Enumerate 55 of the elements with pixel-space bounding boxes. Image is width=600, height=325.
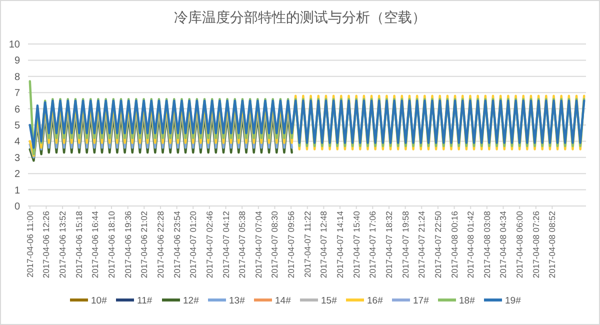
y-tick-label: 4: [14, 136, 20, 148]
x-tick-label: 2017-04-07 19:58: [400, 210, 410, 278]
legend-label: 14#: [275, 296, 292, 306]
x-tick-label: 2017-04-07 12:48: [318, 210, 329, 278]
legend-label: 16#: [367, 296, 384, 306]
x-tick-label: 2017-04-07 07:04: [253, 210, 264, 278]
x-tick-label: 2017-04-06 19:36: [122, 210, 133, 278]
legend-label: 17#: [413, 296, 430, 306]
x-tick-label: 2017-04-06 18:10: [106, 210, 117, 278]
x-tick-label: 2017-04-08 03:08: [482, 210, 492, 278]
x-tick-label: 2017-04-07 17:06: [368, 210, 378, 278]
x-tick-label: 2017-04-06 16:44: [90, 210, 100, 278]
legend-label: 11#: [137, 296, 153, 306]
legend-label: 18#: [459, 296, 476, 306]
legend-label: 15#: [321, 296, 338, 306]
x-tick-label: 2017-04-06 13:52: [58, 210, 68, 278]
x-tick-label: 2017-04-07 04:12: [220, 210, 231, 278]
x-tick-label: 2017-04-07 11:22: [302, 210, 312, 278]
x-tick-label: 2017-04-08 07:26: [530, 210, 541, 278]
x-tick-label: 2017-04-07 14:14: [335, 210, 346, 278]
x-tick-label: 2017-04-07 09:56: [286, 210, 296, 278]
x-tick-label: 2017-04-07 02:46: [204, 210, 214, 278]
y-tick-label: 1: [14, 185, 20, 196]
x-tick-label: 2017-04-08 01:42: [466, 210, 476, 278]
y-tick-label: 9: [14, 56, 20, 67]
y-tick-label: 8: [14, 72, 20, 83]
x-tick-label: 2017-04-06 21:02: [139, 210, 150, 278]
x-tick-label: 2017-04-06 12:26: [41, 210, 52, 278]
x-tick-label: 2017-04-06 22:28: [155, 210, 166, 278]
y-tick-label: 7: [14, 88, 20, 100]
x-tick-label: 2017-04-06 11:00: [24, 210, 35, 278]
legend-label: 19#: [505, 296, 522, 306]
y-tick-label: 0: [14, 202, 20, 212]
x-tick-label: 2017-04-07 01:20: [188, 210, 198, 278]
y-tick-label: 6: [14, 104, 20, 116]
y-tick-label: 3: [14, 152, 20, 164]
chart-title: 冷库温度分部特性的测试与分析（空载）: [174, 9, 426, 25]
x-tick-label: 2017-04-07 08:30: [270, 210, 280, 278]
x-tick-label: 2017-04-08 06:00: [514, 210, 525, 278]
legend-label: 13#: [229, 296, 246, 306]
legend-label: 12#: [183, 296, 200, 306]
y-tick-label: 5: [14, 120, 20, 132]
x-tick-label: 2017-04-07 21:24: [416, 210, 427, 278]
y-tick-label: 10: [8, 40, 20, 50]
x-tick-label: 2017-04-07 05:38: [237, 210, 248, 278]
x-tick-label: 2017-04-08 00:16: [449, 210, 460, 278]
x-tick-label: 2017-04-06 23:54: [172, 210, 182, 278]
x-tick-label: 2017-04-07 22:50: [432, 210, 443, 278]
x-tick-label: 2017-04-06 15:18: [74, 210, 84, 278]
x-tick-label: 2017-04-08 08:52: [547, 210, 558, 278]
legend-label: 10#: [91, 296, 108, 306]
x-tick-label: 2017-04-07 18:32: [384, 210, 394, 278]
y-tick-label: 2: [14, 169, 20, 180]
x-tick-label: 2017-04-08 04:34: [498, 210, 508, 278]
x-tick-label: 2017-04-07 15:40: [351, 210, 362, 278]
